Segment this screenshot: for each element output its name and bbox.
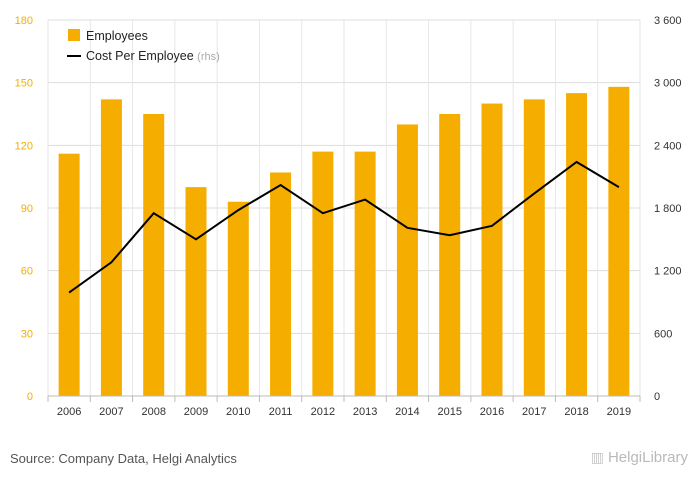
grid-lines [47,19,641,396]
y-left-tick-label: 60 [21,266,33,278]
line-cost-per-employee [68,160,620,294]
bar-employees [566,93,588,396]
legend-swatch-employees [68,29,80,41]
bar-employees [608,86,630,396]
bar-series-employees [58,86,630,397]
legend-rhs-suffix: (rhs) [197,51,220,63]
bar-employees [100,99,122,396]
library-icon: ▥ [590,449,604,465]
legend: Employees Cost Per Employee (rhs) [67,29,220,63]
bar-employees [354,151,376,396]
x-tick-label: 2012 [311,406,335,418]
x-tick-label: 2014 [395,406,419,418]
legend-label-cost-per-employee: Cost Per Employee (rhs) [86,49,220,63]
x-tick-label: 2006 [57,406,81,418]
bar-employees [396,124,418,396]
legend-label-employees: Employees [86,29,148,43]
x-tick-label: 2015 [437,406,461,418]
y-left-tick-label: 90 [21,203,33,215]
x-tick-label: 2017 [522,406,546,418]
bar-employees [58,153,80,396]
y-left-tick-label: 150 [15,78,33,90]
axes: 0 0 30 600 60 1 200 90 1 800 120 2 400 150 3 000 180… [15,15,682,418]
x-tick-label: 2011 [269,406,293,418]
x-tick-label: 2009 [184,406,208,418]
y-right-tick-label: 3 000 [654,78,682,90]
x-tick-label: 2019 [607,406,631,418]
y-right-tick-label: 2 400 [654,140,682,152]
y-left-tick-label: 180 [15,15,33,27]
x-tick-label: 2013 [353,406,377,418]
line-series-cost-per-employee [68,160,620,294]
bar-employees [185,187,207,396]
x-tick-label: 2016 [480,406,504,418]
y-left-tick-label: 120 [15,140,33,152]
bar-employees [143,114,165,396]
y-right-tick-label: 3 600 [654,15,682,27]
bar-employees [227,201,249,396]
x-tick-label: 2010 [226,406,250,418]
y-left-tick-label: 30 [21,328,33,340]
bar-employees [312,151,334,396]
y-right-tick-label: 600 [654,328,672,340]
x-tick-label: 2008 [141,406,165,418]
x-tick-label: 2007 [99,406,123,418]
y-right-tick-label: 0 [654,391,660,403]
x-tick-label: 2018 [564,406,588,418]
bar-employees [523,99,545,396]
bar-employees [439,114,461,396]
y-right-tick-label: 1 800 [654,203,682,215]
source-note: Source: Company Data, Helgi Analytics [10,451,237,466]
bar-employees [270,172,292,396]
y-right-tick-label: 1 200 [654,266,682,278]
brand-logo[interactable]: ▥ HelgiLibrary [591,449,688,466]
brand-name: HelgiLibrary [607,449,688,466]
y-left-tick-label: 0 [27,391,33,403]
bar-employees [481,103,503,397]
bar-line-chart: 0 0 30 600 60 1 200 90 1 800 120 2 400 150 3 000 180… [15,15,682,418]
